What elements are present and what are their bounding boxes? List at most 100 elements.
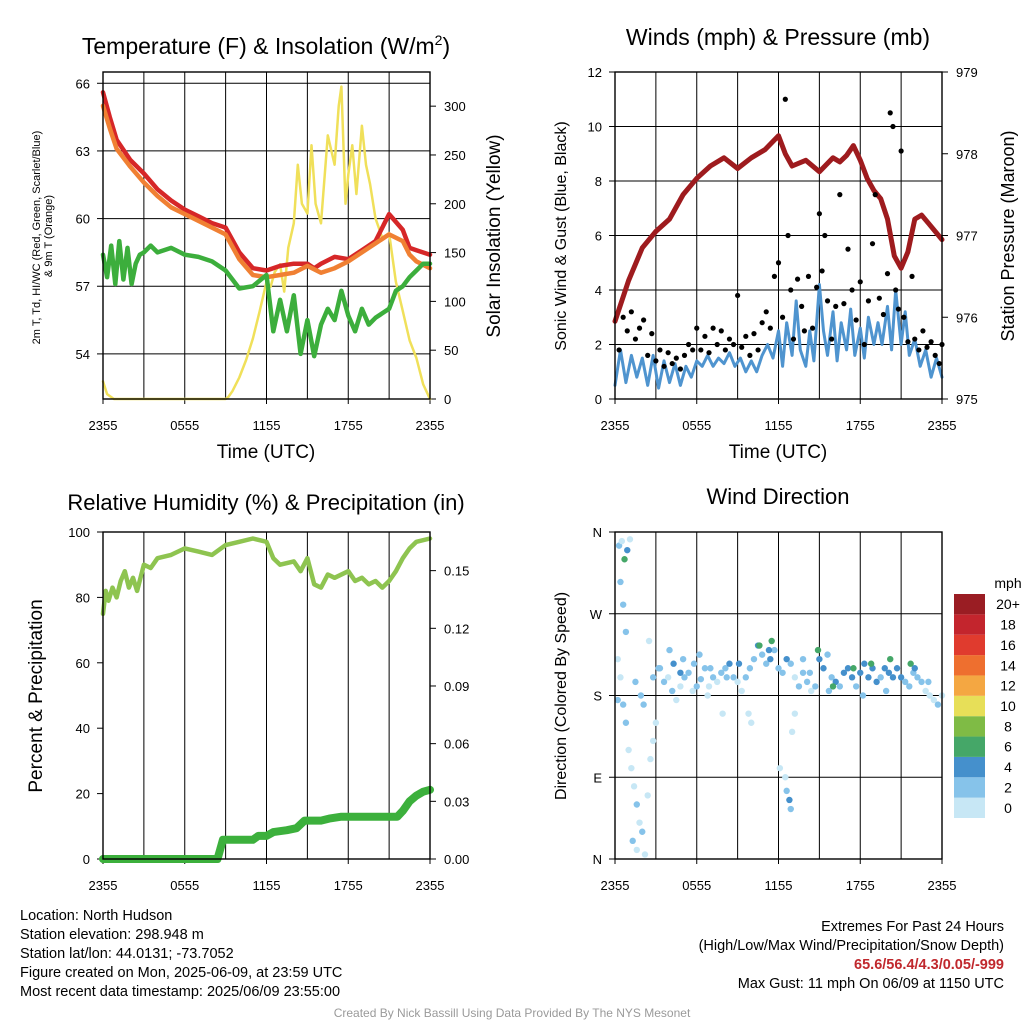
- legend-swatch: [954, 797, 985, 818]
- direction-point: [614, 696, 621, 704]
- extremes-info: Extremes For Past 24 Hours (High/Low/Max…: [699, 918, 1004, 994]
- direction-point: [677, 683, 684, 690]
- legend-swatch: [954, 614, 985, 635]
- direction-point: [681, 674, 688, 681]
- gust-point: [853, 317, 859, 323]
- direction-point: [719, 710, 726, 717]
- temp-left-axis-label-line2: & 9m T (Orange): [43, 195, 55, 277]
- gust-point: [837, 192, 843, 198]
- direction-point: [829, 683, 837, 690]
- gust-point: [893, 287, 899, 293]
- temp-chart-title: Temperature (F) & Insolation (W/m2): [82, 32, 450, 59]
- direction-point: [763, 660, 770, 667]
- direction-point: [664, 674, 672, 681]
- plot-frame: [614, 71, 943, 400]
- direction-point: [806, 669, 814, 676]
- y-tick-label: 60: [76, 656, 90, 671]
- direction-point: [865, 674, 872, 681]
- direction-point: [655, 665, 662, 672]
- direction-point: [828, 674, 835, 681]
- direction-point: [848, 674, 856, 681]
- x-tick-label: 2355: [89, 418, 118, 433]
- y-tick-label: S: [593, 689, 602, 704]
- y-tick-label: 12: [588, 65, 602, 80]
- gust-point: [698, 347, 704, 353]
- x-tick-label: 0555: [170, 878, 199, 893]
- x-tick-label: 1155: [253, 418, 281, 433]
- direction-point: [907, 660, 914, 667]
- direction-point: [649, 674, 657, 681]
- wind-x-axis-label: Time (UTC): [729, 442, 828, 463]
- direction-point: [705, 683, 713, 690]
- y-tick-label: N: [593, 525, 602, 540]
- x-tick-label: 0555: [682, 418, 711, 433]
- gust-point: [673, 355, 679, 361]
- direction-point: [624, 546, 631, 554]
- gust-point: [912, 336, 918, 342]
- direction-point: [645, 637, 653, 645]
- direction-point: [617, 578, 624, 586]
- figure-created: Figure created on Mon, 2025-06-09, at 23…: [20, 965, 343, 981]
- x-tick-label: 1755: [334, 418, 363, 433]
- direction-point: [765, 646, 773, 654]
- y-tick-label: 20: [76, 787, 90, 802]
- gust-point: [932, 352, 938, 358]
- y-tick-label: 80: [76, 590, 90, 605]
- direction-point: [758, 651, 766, 658]
- x-tick-label: 2355: [416, 878, 445, 893]
- gust-point: [895, 306, 902, 312]
- gust-point: [865, 298, 872, 304]
- gust-point: [628, 309, 634, 315]
- dir-chart-title: Wind Direction: [706, 484, 849, 509]
- gust-point: [710, 325, 716, 331]
- y-tick-label: N: [593, 852, 602, 867]
- direction-point: [914, 674, 921, 681]
- gust-point: [649, 331, 655, 337]
- gust-point: [645, 352, 651, 358]
- direction-point: [689, 687, 696, 695]
- station-elevation: Station elevation: 298.948 m: [20, 927, 204, 943]
- direction-point: [641, 851, 649, 858]
- direction-point: [887, 655, 894, 663]
- plot-frame: [614, 531, 943, 860]
- y-tick-label-right: 100: [444, 294, 466, 309]
- y-tick-label: 4: [595, 283, 602, 298]
- dir-legend: 0 2 4 6 8 10 12 14 16 18 20+: [954, 594, 1020, 818]
- direction-point: [673, 696, 680, 704]
- recent-data-timestamp: Most recent data timestamp: 2025/06/09 2…: [20, 984, 341, 1000]
- gust-point: [653, 358, 659, 364]
- legend-label: 16: [1000, 637, 1016, 653]
- direction-point: [857, 669, 864, 676]
- legend-swatch: [954, 736, 985, 757]
- gust-point: [779, 314, 786, 320]
- direction-point: [799, 655, 807, 663]
- direction-point: [776, 764, 784, 772]
- direction-point: [859, 692, 867, 699]
- direction-point: [722, 665, 729, 672]
- direction-point: [767, 655, 774, 663]
- direction-point: [786, 796, 793, 804]
- gust-point: [771, 273, 778, 279]
- gust-point: [849, 287, 855, 293]
- y-tick-label: 40: [76, 721, 90, 736]
- x-tick-label: 2355: [601, 418, 630, 433]
- gust-point: [928, 339, 934, 345]
- gust-point: [857, 279, 863, 285]
- gust-point: [822, 232, 828, 239]
- pressure-line: [612, 133, 945, 324]
- direction-point: [893, 665, 901, 672]
- direction-point: [713, 678, 721, 686]
- gust-point: [726, 336, 733, 342]
- x-tick-label: 1155: [765, 878, 793, 893]
- y-tick-label-right: 200: [444, 197, 466, 212]
- wind-speed-line: [613, 283, 944, 390]
- gust-point: [767, 325, 773, 331]
- y-tick-label-right: 0.15: [444, 564, 469, 579]
- y-tick-label: 63: [76, 144, 90, 159]
- gust-point: [782, 96, 788, 102]
- x-tick-label: 1155: [765, 418, 793, 433]
- legend-label: 18: [1000, 617, 1016, 633]
- direction-point: [649, 737, 657, 745]
- direction-point: [618, 537, 626, 545]
